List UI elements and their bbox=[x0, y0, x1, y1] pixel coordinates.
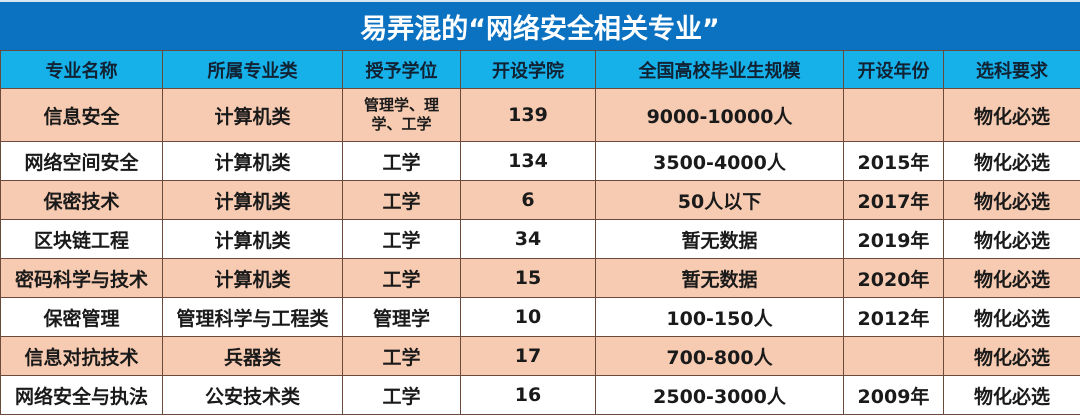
table-cell: 10 bbox=[460, 297, 596, 337]
table-cell: 2020年 bbox=[843, 258, 944, 298]
table-cell: 物化必选 bbox=[943, 336, 1080, 376]
table-cell bbox=[843, 336, 944, 376]
table-cell: 工学 bbox=[342, 375, 461, 415]
table-cell: 50人以下 bbox=[595, 180, 844, 220]
table-title: 易弄混的“网络安全相关专业” bbox=[0, 0, 1080, 50]
table-cell: 物化必选 bbox=[943, 297, 1080, 337]
table-cell: 134 bbox=[460, 141, 596, 181]
table-cell: 暂无数据 bbox=[595, 258, 844, 298]
table-cell: 信息对抗技术 bbox=[0, 336, 163, 376]
table-row: 区块链工程 计算机类 工学 34 暂无数据 2019年 物化必选 bbox=[0, 219, 1080, 259]
table-cell: 139 bbox=[460, 88, 596, 142]
table-cell: 计算机类 bbox=[162, 180, 343, 220]
table-cell: 2500-3000人 bbox=[595, 375, 844, 415]
table-cell: 网络空间安全 bbox=[0, 141, 163, 181]
column-header: 专业名称 bbox=[0, 50, 163, 89]
table-cell: 管理学、理学、工学 bbox=[342, 88, 461, 142]
table-cell: 区块链工程 bbox=[0, 219, 163, 259]
table-cell: 工学 bbox=[342, 336, 461, 376]
table-cell: 网络安全与执法 bbox=[0, 375, 163, 415]
column-header: 开设年份 bbox=[843, 50, 944, 89]
table-cell: 物化必选 bbox=[943, 180, 1080, 220]
table-cell: 计算机类 bbox=[162, 141, 343, 181]
table-cell: 暂无数据 bbox=[595, 219, 844, 259]
column-header: 选科要求 bbox=[943, 50, 1080, 89]
table-cell: 密码科学与技术 bbox=[0, 258, 163, 298]
table-cell: 物化必选 bbox=[943, 375, 1080, 415]
column-header: 授予学位 bbox=[342, 50, 461, 89]
table-cell: 34 bbox=[460, 219, 596, 259]
table-cell: 物化必选 bbox=[943, 88, 1080, 142]
table-cell: 16 bbox=[460, 375, 596, 415]
header-row: 专业名称 所属专业类 授予学位 开设学院 全国高校毕业生规模 开设年份 选科要求 bbox=[0, 50, 1080, 89]
table-cell: 保密技术 bbox=[0, 180, 163, 220]
table-cell: 计算机类 bbox=[162, 219, 343, 259]
table-cell: 2019年 bbox=[843, 219, 944, 259]
table-cell: 3500-4000人 bbox=[595, 141, 844, 181]
table-cell: 2015年 bbox=[843, 141, 944, 181]
table-row: 网络安全与执法 公安技术类 工学 16 2500-3000人 2009年 物化必选 bbox=[0, 375, 1080, 415]
table-cell: 信息安全 bbox=[0, 88, 163, 142]
table-cell: 工学 bbox=[342, 180, 461, 220]
table-cell: 管理科学与工程类 bbox=[162, 297, 343, 337]
table-cell: 17 bbox=[460, 336, 596, 376]
table-cell bbox=[843, 88, 944, 142]
table-cell: 工学 bbox=[342, 258, 461, 298]
table-cell: 计算机类 bbox=[162, 88, 343, 142]
table-cell: 2012年 bbox=[843, 297, 944, 337]
table-cell: 物化必选 bbox=[943, 258, 1080, 298]
table-cell: 15 bbox=[460, 258, 596, 298]
table-row: 信息对抗技术 兵器类 工学 17 700-800人 物化必选 bbox=[0, 336, 1080, 376]
table-cell: 兵器类 bbox=[162, 336, 343, 376]
column-header: 所属专业类 bbox=[162, 50, 343, 89]
column-header: 全国高校毕业生规模 bbox=[595, 50, 844, 89]
table-row: 保密管理 管理科学与工程类 管理学 10 100-150人 2012年 物化必选 bbox=[0, 297, 1080, 337]
table-row: 保密技术 计算机类 工学 6 50人以下 2017年 物化必选 bbox=[0, 180, 1080, 220]
table-row: 信息安全 计算机类 管理学、理学、工学 139 9000-10000人 物化必选 bbox=[0, 88, 1080, 142]
table-row: 网络空间安全 计算机类 工学 134 3500-4000人 2015年 物化必选 bbox=[0, 141, 1080, 181]
column-header: 开设学院 bbox=[460, 50, 596, 89]
table-cell: 工学 bbox=[342, 141, 461, 181]
table-cell: 工学 bbox=[342, 219, 461, 259]
table-row: 密码科学与技术 计算机类 工学 15 暂无数据 2020年 物化必选 bbox=[0, 258, 1080, 298]
table-cell: 9000-10000人 bbox=[595, 88, 844, 142]
majors-table: 专业名称 所属专业类 授予学位 开设学院 全国高校毕业生规模 开设年份 选科要求 信息安全计… bbox=[0, 50, 1080, 415]
table-cell: 保密管理 bbox=[0, 297, 163, 337]
table-cell: 公安技术类 bbox=[162, 375, 343, 415]
table-cell: 2017年 bbox=[843, 180, 944, 220]
table-cell: 物化必选 bbox=[943, 219, 1080, 259]
table-cell: 100-150人 bbox=[595, 297, 844, 337]
table-cell: 物化必选 bbox=[943, 141, 1080, 181]
table-cell: 2009年 bbox=[843, 375, 944, 415]
table-cell: 管理学 bbox=[342, 297, 461, 337]
table-cell: 计算机类 bbox=[162, 258, 343, 298]
table-cell: 6 bbox=[460, 180, 596, 220]
table-cell: 700-800人 bbox=[595, 336, 844, 376]
